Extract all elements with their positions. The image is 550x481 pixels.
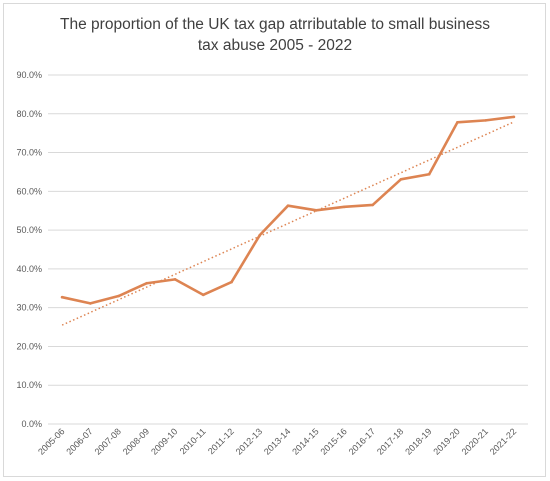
data-point: [145, 281, 149, 285]
x-tick-label: 2015-16: [318, 426, 348, 456]
y-tick-label: 90.0%: [16, 70, 42, 80]
y-tick-label: 30.0%: [16, 303, 42, 313]
data-point: [343, 205, 346, 209]
x-tick-label: 2018-19: [403, 426, 433, 456]
x-tick-label: 2019-20: [431, 426, 461, 456]
x-tick-label: 2007-08: [93, 426, 123, 456]
y-tick-label: 0.0%: [21, 419, 42, 429]
x-tick-label: 2011-12: [206, 426, 236, 456]
y-tick-label: 50.0%: [16, 225, 42, 235]
x-tick-label: 2020-21: [460, 426, 490, 456]
chart-title: The proportion of the UK tax gap atrribu…: [0, 14, 550, 56]
x-tick-label: 2006-07: [64, 426, 94, 456]
data-point: [117, 294, 120, 298]
data-point: [201, 293, 205, 297]
x-tick-label: 2005-06: [36, 426, 66, 456]
series-line: [60, 115, 516, 305]
y-tick-label: 60.0%: [16, 186, 42, 196]
x-tick-label: 2012-13: [234, 426, 264, 456]
data-point: [427, 172, 431, 176]
x-tick-label: 2021-22: [488, 426, 518, 456]
chart-frame: [3, 3, 546, 477]
data-point: [230, 280, 233, 284]
data-point: [512, 115, 516, 119]
data-point: [173, 278, 177, 281]
chart-title-line-1: The proportion of the UK tax gap atrribu…: [60, 16, 490, 33]
data-point: [399, 178, 403, 181]
data-point: [60, 295, 64, 299]
data-point: [456, 121, 459, 124]
data-point: [371, 203, 375, 207]
x-tick-label: 2010-11: [178, 426, 208, 456]
x-tick-label: 2008-09: [121, 426, 151, 456]
y-tick-label: 80.0%: [16, 109, 42, 119]
chart-title-line-2: tax abuse 2005 - 2022: [197, 37, 353, 54]
data-point: [286, 204, 290, 207]
data-point: [484, 119, 487, 122]
y-tick-label: 70.0%: [16, 148, 42, 158]
y-tick-label: 10.0%: [16, 380, 42, 390]
y-tick-label: 20.0%: [16, 341, 42, 351]
x-tick-label: 2017-18: [375, 426, 405, 456]
data-point: [258, 233, 262, 237]
data-point: [89, 302, 92, 305]
y-tick-label: 40.0%: [16, 264, 42, 274]
x-tick-label: 2014-15: [290, 426, 320, 456]
data-point: [314, 209, 318, 212]
x-tick-label: 2016-17: [347, 426, 377, 456]
x-tick-label: 2009-10: [149, 426, 179, 456]
x-tick-label: 2013-14: [262, 426, 292, 456]
